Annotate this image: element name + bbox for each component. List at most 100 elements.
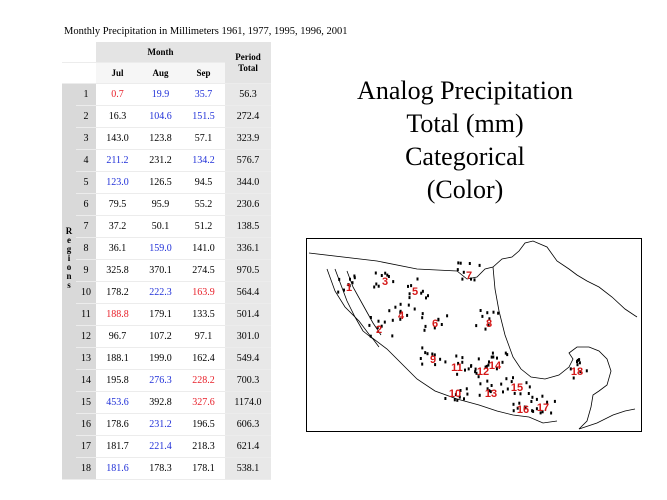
station-marker <box>477 375 480 379</box>
station-marker <box>541 394 544 398</box>
station-marker <box>392 280 395 284</box>
value-period-total: 56.3 <box>225 83 271 106</box>
value-aug: 123.8 <box>139 127 182 150</box>
station-marker <box>569 367 572 371</box>
station-marker <box>420 291 423 295</box>
station-marker <box>501 360 504 364</box>
station-marker <box>535 397 538 401</box>
station-marker <box>531 409 534 413</box>
station-marker <box>490 355 493 359</box>
station-marker <box>338 277 341 281</box>
value-aug: 199.0 <box>139 347 182 370</box>
station-marker <box>456 372 459 376</box>
station-marker <box>484 327 487 331</box>
value-aug: 95.9 <box>139 193 182 216</box>
station-marker <box>431 352 434 356</box>
station-marker <box>500 382 503 386</box>
map-region-label: 14 <box>489 360 502 372</box>
value-aug: 50.1 <box>139 215 182 238</box>
station-marker <box>468 262 471 265</box>
value-sep: 51.2 <box>182 215 225 238</box>
table-row: 10 178.2 222.3 163.9 564.4 <box>62 281 271 304</box>
regions-letter: e <box>67 235 71 245</box>
station-marker <box>394 305 397 309</box>
value-sep: 151.5 <box>182 105 225 128</box>
station-marker <box>408 292 411 296</box>
map-region-label: 2 <box>376 324 382 336</box>
table-row: 6 79.5 95.9 55.2 230.6 <box>62 193 271 216</box>
value-sep: 327.6 <box>182 391 225 414</box>
station-marker <box>462 270 465 274</box>
station-marker <box>463 397 465 401</box>
value-period-total: 336.1 <box>225 237 271 260</box>
station-marker <box>407 303 410 307</box>
station-marker <box>470 364 472 368</box>
station-marker <box>368 323 371 327</box>
table-row: 9 325.8 370.1 274.5 970.5 <box>62 259 271 282</box>
station-marker <box>488 317 491 321</box>
station-marker <box>486 311 489 315</box>
station-marker <box>457 261 460 265</box>
station-marker <box>387 275 390 278</box>
station-marker <box>376 326 379 329</box>
station-marker <box>528 385 531 389</box>
station-marker <box>380 324 383 328</box>
station-marker <box>421 362 424 366</box>
station-marker <box>513 391 516 395</box>
regions-letter: o <box>66 262 72 272</box>
regions-letter: n <box>66 271 72 281</box>
station-marker <box>541 410 544 414</box>
value-sep: 35.7 <box>182 83 225 106</box>
region-number: 11 <box>76 303 96 326</box>
value-sep: 163.9 <box>182 281 225 304</box>
table-row: 11 188.8 179.1 133.5 501.4 <box>62 303 271 326</box>
value-period-total: 970.5 <box>225 259 271 282</box>
station-marker <box>492 310 495 314</box>
station-marker <box>456 268 459 272</box>
map-outline-caribbean <box>578 408 636 430</box>
station-marker <box>585 369 588 373</box>
station-marker <box>440 323 443 326</box>
table-title: Monthly Precipitation in Millimeters 196… <box>64 26 348 37</box>
table-row: 5 123.0 126.5 94.5 344.0 <box>62 171 271 194</box>
station-marker <box>425 296 427 300</box>
station-marker <box>465 387 468 391</box>
station-marker <box>380 274 383 277</box>
station-marker <box>519 392 522 396</box>
value-jul: 181.6 <box>96 457 139 480</box>
region-number: 9 <box>76 259 96 282</box>
map-region-label: 15 <box>511 382 523 394</box>
station-marker <box>399 302 402 306</box>
station-marker <box>474 370 477 374</box>
slide-title-line3: Categorical <box>405 142 525 171</box>
station-marker <box>488 389 491 393</box>
station-marker <box>426 352 429 356</box>
value-aug: 107.2 <box>139 325 182 348</box>
value-jul: 143.0 <box>96 127 139 150</box>
map-region-label: 4 <box>398 310 405 322</box>
value-period-total: 538.1 <box>225 457 271 480</box>
period-header-line2: Total <box>238 62 258 73</box>
table-row: 3 143.0 123.8 57.1 323.9 <box>62 127 271 150</box>
value-jul: 123.0 <box>96 171 139 194</box>
map-region-label: 11 <box>451 362 463 374</box>
station-marker <box>474 367 477 371</box>
station-marker <box>475 324 478 328</box>
station-marker <box>419 357 422 360</box>
slide-title-line4: (Color) <box>426 175 504 204</box>
station-marker <box>421 289 424 293</box>
value-jul: 181.7 <box>96 435 139 458</box>
station-marker <box>510 380 513 384</box>
station-marker <box>369 334 372 338</box>
station-marker <box>487 363 490 367</box>
region-number: 13 <box>76 347 96 370</box>
station-marker <box>475 371 478 375</box>
month-jul-header: Jul <box>96 62 139 84</box>
region-number: 4 <box>76 149 96 172</box>
station-marker <box>506 387 509 391</box>
value-aug: 19.9 <box>139 83 182 106</box>
station-marker <box>458 395 461 399</box>
table-row: 17 181.7 221.4 218.3 621.4 <box>62 435 271 458</box>
